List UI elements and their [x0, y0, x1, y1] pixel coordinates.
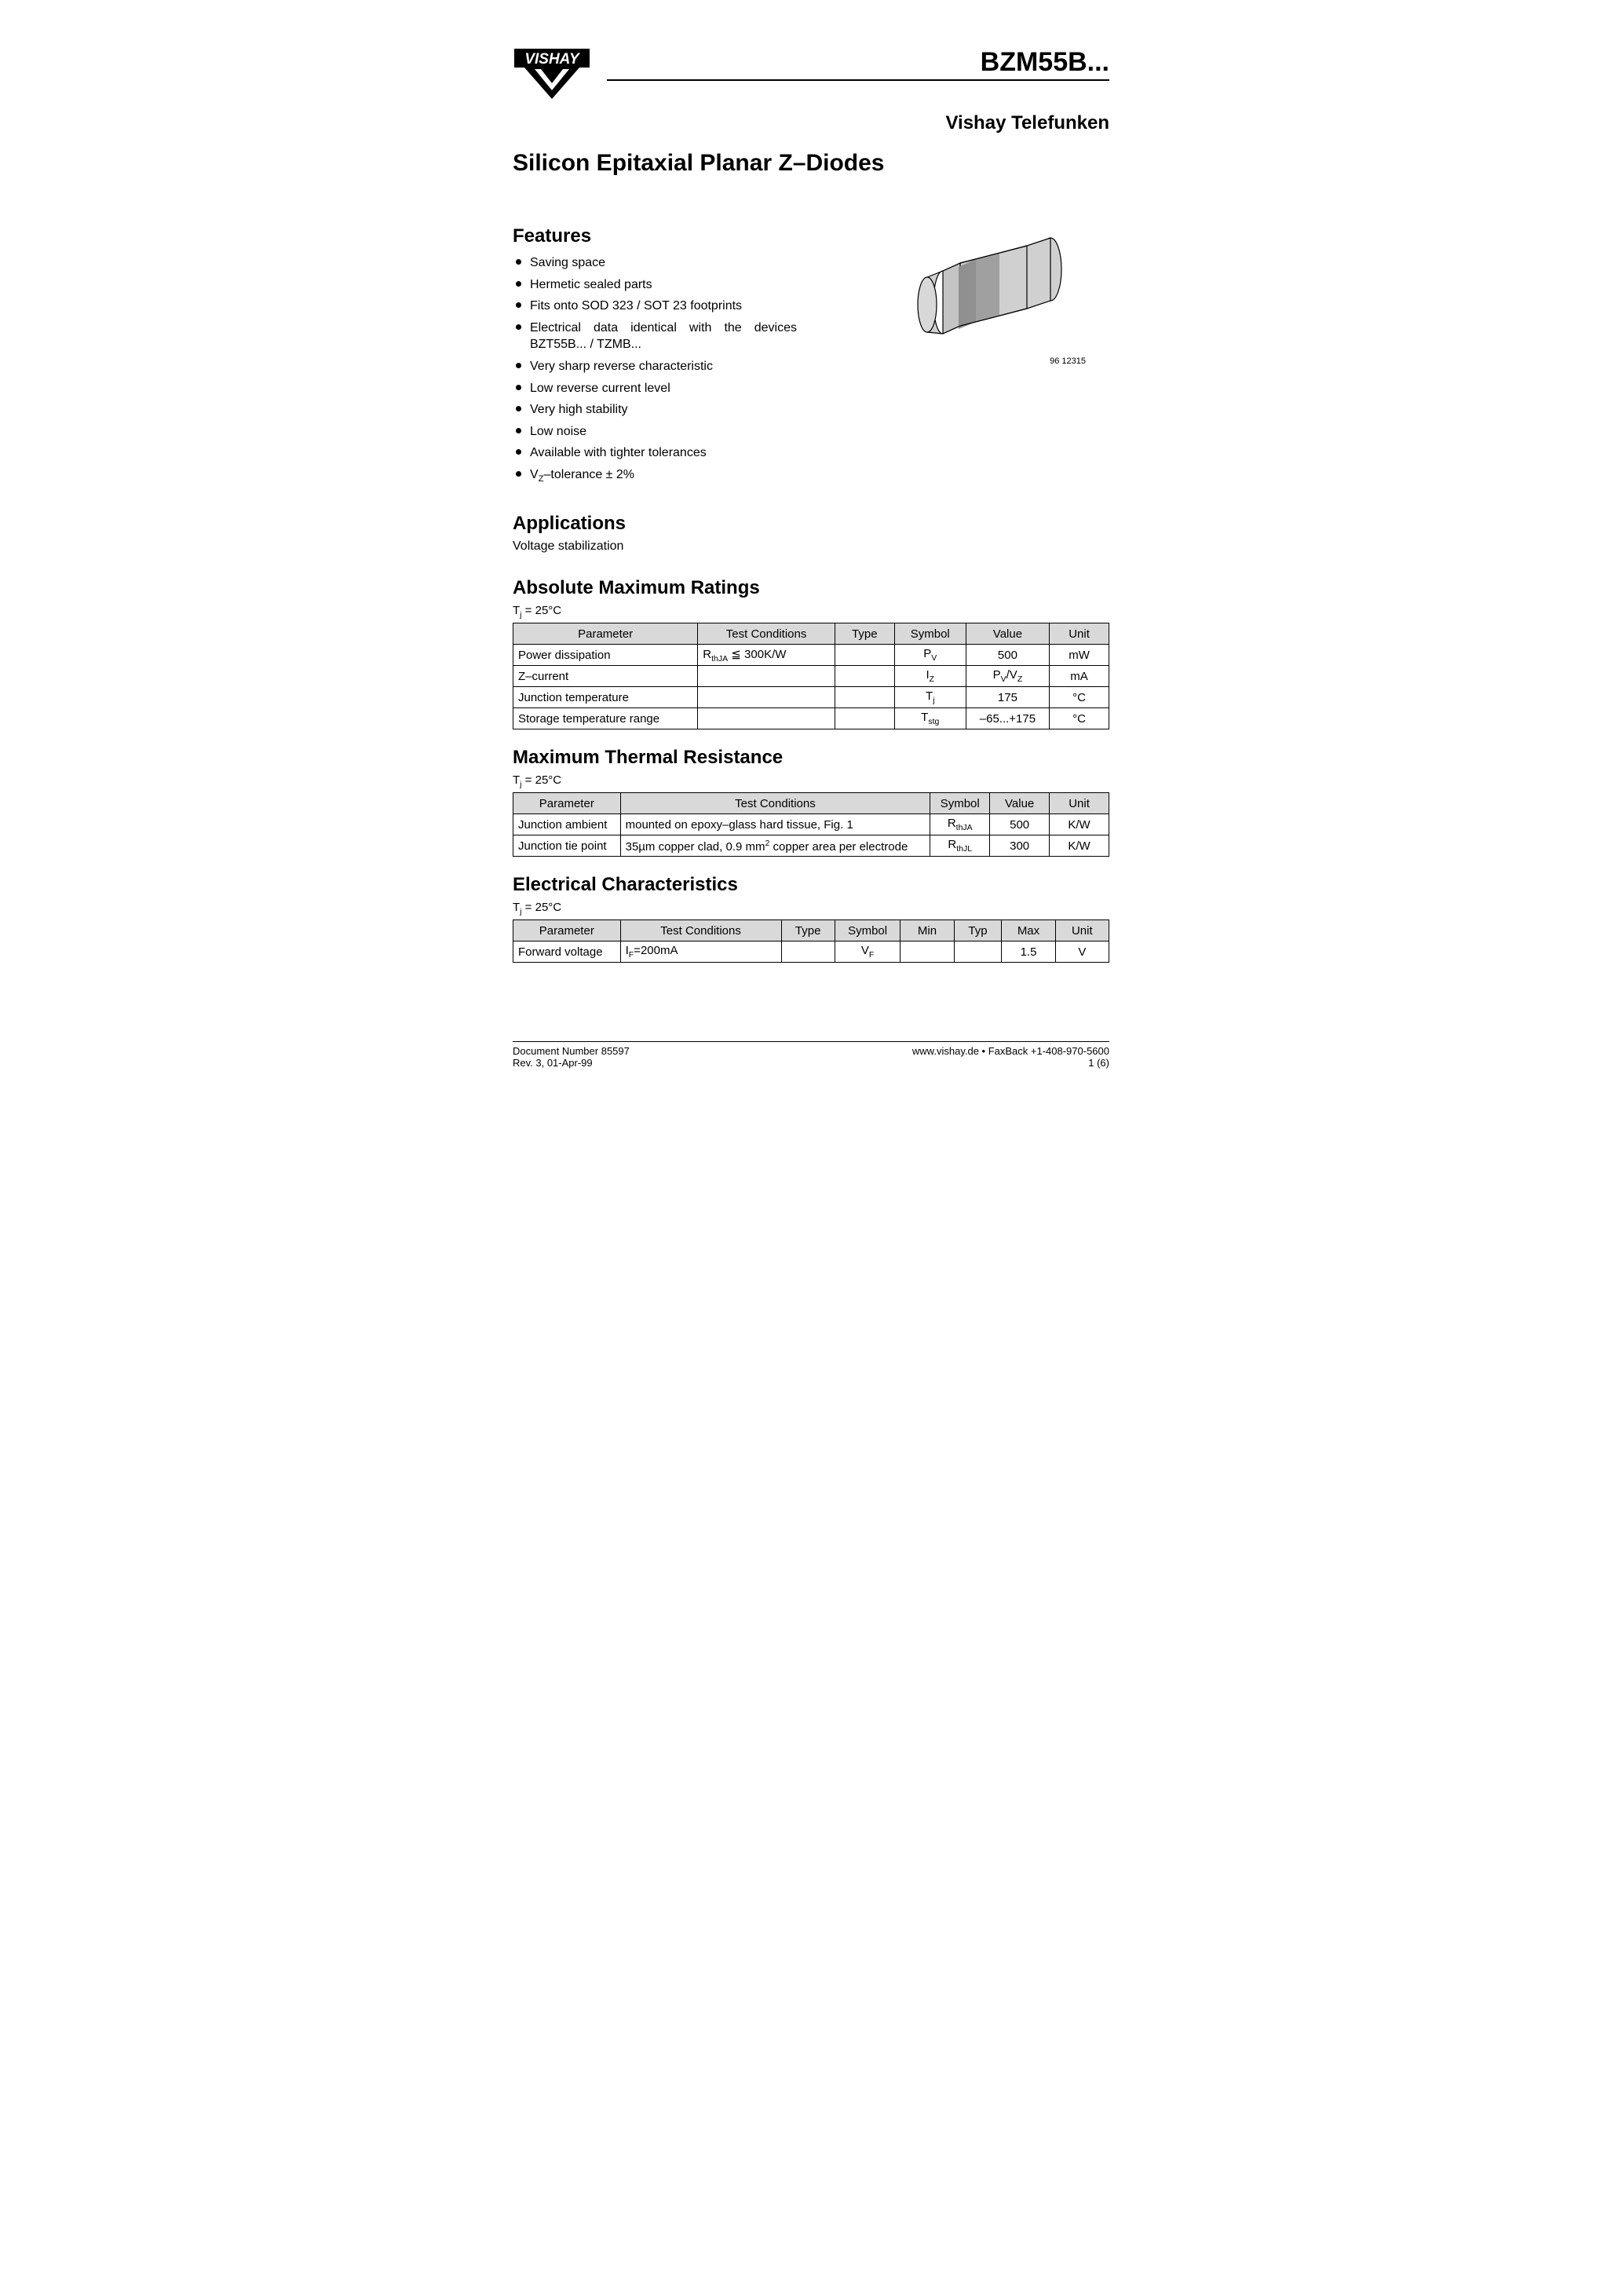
doc-number: Document Number 85597 — [513, 1045, 630, 1057]
col-header: Parameter — [513, 793, 621, 814]
col-header: Type — [781, 920, 835, 941]
page-number: 1 (6) — [912, 1057, 1109, 1069]
thermal-heading: Maximum Thermal Resistance — [513, 747, 1109, 769]
col-header: Unit — [1055, 920, 1109, 941]
col-header: Parameter — [513, 920, 621, 941]
feature-item: Available with tighter tolerances — [513, 442, 874, 464]
col-header: Symbol — [930, 793, 990, 814]
vishay-logo: VISHAY — [513, 47, 591, 106]
abs-max-condition: Tj = 25°C — [513, 604, 1109, 620]
feature-item: Low noise — [513, 421, 874, 443]
table-row: Power dissipation RthJA ≦ 300K/W PV 500 … — [513, 645, 1109, 666]
col-header: Value — [990, 793, 1050, 814]
col-header: Type — [835, 623, 894, 645]
table-row: Storage temperature range Tstg –65...+17… — [513, 708, 1109, 729]
col-header: Value — [966, 623, 1049, 645]
feature-item: Fits onto SOD 323 / SOT 23 footprints — [513, 295, 874, 317]
feature-item: Very high stability — [513, 399, 874, 421]
applications-heading: Applications — [513, 513, 1109, 535]
document-title: Silicon Epitaxial Planar Z–Diodes — [513, 150, 1109, 177]
brand-line: Vishay Telefunken — [513, 112, 1109, 134]
features-heading: Features — [513, 225, 874, 247]
part-number: BZM55B... — [607, 47, 1109, 78]
table-row: Junction temperature Tj 175 °C — [513, 687, 1109, 708]
feature-item: Very sharp reverse characteristic — [513, 356, 874, 378]
table-row: Forward voltage IF=200mA VF 1.5 V — [513, 941, 1109, 963]
electrical-condition: Tj = 25°C — [513, 901, 1109, 916]
col-header: Test Conditions — [698, 623, 835, 645]
footer-web: www.vishay.de • FaxBack +1-408-970-5600 — [912, 1045, 1109, 1057]
thermal-table: Parameter Test Conditions Symbol Value U… — [513, 792, 1109, 857]
feature-item: Hermetic sealed parts — [513, 274, 874, 296]
thermal-condition: Tj = 25°C — [513, 773, 1109, 789]
abs-max-table: Parameter Test Conditions Type Symbol Va… — [513, 623, 1109, 729]
electrical-heading: Electrical Characteristics — [513, 874, 1109, 896]
col-header: Parameter — [513, 623, 698, 645]
col-header: Min — [901, 920, 954, 941]
col-header: Test Conditions — [620, 793, 930, 814]
col-header: Symbol — [894, 623, 966, 645]
feature-item: Saving space — [513, 252, 874, 274]
page-footer: Document Number 85597 Rev. 3, 01-Apr-99 … — [513, 1041, 1109, 1069]
feature-item: Low reverse current level — [513, 378, 874, 400]
electrical-table: Parameter Test Conditions Type Symbol Mi… — [513, 919, 1109, 963]
package-drawing — [897, 224, 1086, 349]
col-header: Typ — [954, 920, 1002, 941]
package-label: 96 12315 — [874, 356, 1109, 366]
applications-text: Voltage stabilization — [513, 539, 1109, 554]
features-list: Saving space Hermetic sealed parts Fits … — [513, 252, 874, 488]
col-header: Unit — [1050, 623, 1109, 645]
svg-text:VISHAY: VISHAY — [524, 51, 581, 68]
feature-item: Electrical data identical with the devic… — [513, 317, 874, 356]
col-header: Max — [1002, 920, 1055, 941]
col-header: Symbol — [835, 920, 900, 941]
abs-max-heading: Absolute Maximum Ratings — [513, 577, 1109, 599]
feature-item: VZ–tolerance ± 2% — [513, 464, 874, 488]
revision: Rev. 3, 01-Apr-99 — [513, 1057, 630, 1069]
col-header: Test Conditions — [620, 920, 781, 941]
col-header: Unit — [1050, 793, 1109, 814]
table-row: Junction tie point 35µm copper clad, 0.9… — [513, 835, 1109, 857]
table-row: Z–current IZ PV/VZ mA — [513, 666, 1109, 687]
table-row: Junction ambient mounted on epoxy–glass … — [513, 814, 1109, 835]
